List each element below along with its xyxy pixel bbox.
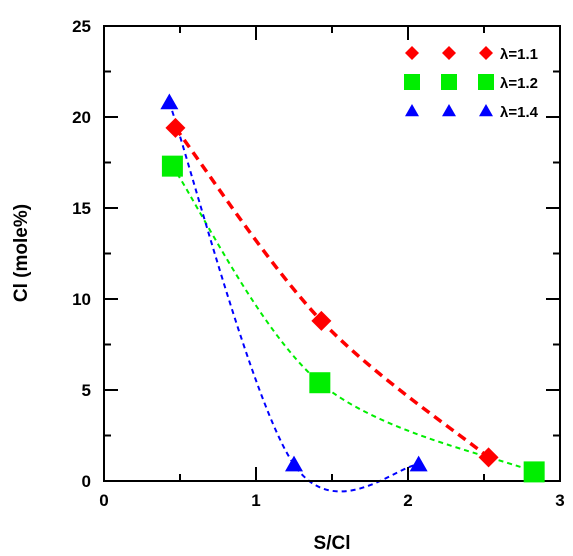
- x-tick-label: 2: [403, 491, 412, 510]
- point-diamond: [165, 117, 186, 138]
- legend-marker-diamond: [479, 46, 493, 60]
- fit-curve-triangle: [168, 102, 419, 493]
- x-axis-title: S/Cl: [314, 533, 351, 554]
- axes: 0 1 2 3 0 5 10 15 20 25: [72, 17, 565, 510]
- legend-marker-square: [441, 74, 457, 90]
- point-diamond: [311, 310, 332, 331]
- point-triangle: [409, 455, 428, 472]
- legend-marker-diamond: [405, 46, 419, 60]
- fit-curve-square: [171, 165, 535, 473]
- legend: λ=1.1 λ=1.2 λ=1.4: [404, 46, 539, 121]
- legend-label: λ=1.2: [500, 75, 538, 92]
- fit-curve-diamond: [174, 126, 490, 459]
- plot-frame: [103, 25, 561, 482]
- y-tick-label: 10: [72, 290, 91, 309]
- x-tick-label: 0: [99, 491, 108, 510]
- legend-marker-triangle: [479, 104, 493, 117]
- point-square: [161, 155, 183, 177]
- legend-marker-square: [478, 74, 494, 90]
- x-tick-label: 1: [251, 491, 260, 510]
- legend-label: λ=1.1: [500, 46, 538, 63]
- legend-label: λ=1.4: [500, 104, 539, 121]
- point-square: [309, 372, 331, 394]
- point-diamond: [478, 447, 499, 468]
- point-square: [523, 461, 545, 483]
- legend-marker-diamond: [442, 46, 456, 60]
- fit-curves: [168, 102, 535, 493]
- legend-marker-square: [404, 74, 420, 90]
- y-tick-label: 25: [72, 17, 91, 36]
- data-points: [160, 93, 545, 483]
- y-axis-title: Cl (mole%): [11, 204, 32, 302]
- x-tick-label: 3: [555, 491, 564, 510]
- legend-marker-triangle: [405, 104, 419, 117]
- point-triangle: [285, 455, 303, 472]
- y-tick-label: 20: [72, 108, 91, 127]
- y-tick-label: 0: [82, 472, 91, 491]
- legend-marker-triangle: [442, 104, 456, 117]
- y-tick-label: 5: [82, 381, 91, 400]
- point-triangle: [160, 93, 179, 110]
- y-tick-label: 15: [72, 199, 91, 218]
